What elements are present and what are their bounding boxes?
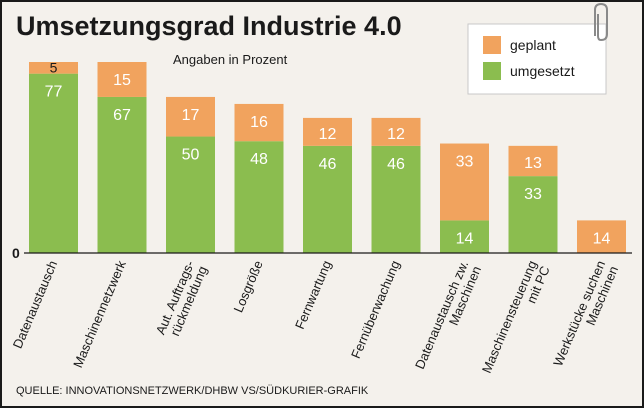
category-label-4-line-0: Fernwartung (292, 258, 334, 331)
bar-geplant-0 (29, 62, 78, 74)
bar-umgesetzt-1 (97, 96, 147, 253)
category-label-0: Datenaustausch (10, 258, 61, 350)
category-label-3-line-0: Losgröße (230, 258, 265, 314)
value-label-umgesetzt-3: 48 (250, 151, 268, 168)
legend-box (467, 23, 607, 95)
value-label-geplant-5: 12 (387, 126, 405, 143)
value-label-umgesetzt-0: 77 (45, 84, 63, 101)
category-label-0-line-0: Datenaustausch (10, 258, 61, 350)
paperclip-icon (594, 2, 608, 42)
bar-geplant-2 (166, 96, 215, 137)
value-label-geplant-2: 17 (182, 107, 200, 124)
category-label-2: Aut. Auftrags-rückmeldung (153, 258, 210, 338)
legend-label-geplant: geplant (510, 37, 556, 53)
zero-tick-label: 0 (12, 245, 20, 261)
category-label-7-line-0: Maschinensteuerung (479, 258, 540, 375)
bar-umgesetzt-5 (371, 145, 421, 253)
bar-umgesetzt-3 (234, 141, 284, 253)
legend-swatch-geplant (483, 36, 501, 54)
legend: geplant umgesetzt (467, 2, 608, 95)
bar-umgesetzt-2 (166, 136, 215, 253)
value-labels-group: 77 5 67 15 50 17 48 16 46 12 46 12 14 33 33 13 14 (45, 60, 611, 248)
value-label-geplant-0: 5 (50, 60, 58, 76)
bar-geplant-7 (508, 145, 558, 177)
legend-label-umgesetzt: umgesetzt (510, 63, 575, 79)
value-label-geplant-1: 15 (113, 72, 131, 89)
bar-umgesetzt-0 (29, 73, 78, 254)
chart-subtitle: Angaben in Prozent (173, 52, 288, 67)
value-label-umgesetzt-7: 33 (524, 186, 542, 203)
legend-items: geplant umgesetzt (483, 36, 575, 80)
bar-geplant-1 (97, 62, 147, 97)
bars-group (29, 62, 626, 254)
value-label-umgesetzt-4: 46 (319, 156, 337, 173)
bar-umgesetzt-4 (303, 145, 352, 253)
category-label-5: Fernüberwachung (348, 258, 403, 360)
value-label-geplant-4: 12 (319, 126, 337, 143)
bar-umgesetzt-6 (440, 220, 489, 253)
bar-geplant-5 (371, 117, 421, 146)
value-label-geplant-8: 14 (593, 230, 611, 247)
category-label-5-line-0: Fernüberwachung (348, 258, 403, 360)
chart-title: Umsetzungsgrad Industrie 4.0 (16, 11, 402, 41)
value-label-geplant-3: 16 (250, 114, 268, 131)
category-label-3: Losgröße (230, 258, 265, 314)
category-label-1-line-0: Maschinennetzwerk (70, 258, 129, 370)
source-note: QUELLE: INNOVATIONSNETZWERK/DHBW VS/SÜDK… (16, 385, 369, 397)
category-label-4: Fernwartung (292, 258, 334, 331)
bar-geplant-6 (440, 143, 489, 221)
value-label-umgesetzt-5: 46 (387, 156, 405, 173)
value-label-umgesetzt-2: 50 (182, 147, 200, 164)
bar-umgesetzt-7 (508, 176, 558, 253)
category-label-1: Maschinennetzwerk (70, 258, 129, 370)
bar-geplant-4 (303, 117, 352, 146)
value-label-geplant-6: 33 (456, 154, 474, 171)
bar-geplant-3 (234, 103, 284, 142)
bar-geplant-8 (577, 220, 626, 253)
category-labels-group: Datenaustausch Maschinennetzwerk Aut. Auft… (10, 258, 621, 375)
value-label-umgesetzt-6: 14 (456, 230, 474, 247)
legend-swatch-umgesetzt (483, 62, 501, 80)
value-label-umgesetzt-1: 67 (113, 107, 131, 124)
value-label-geplant-7: 13 (524, 155, 542, 172)
category-label-6: Datenaustausch zw.Maschinen (412, 258, 484, 371)
